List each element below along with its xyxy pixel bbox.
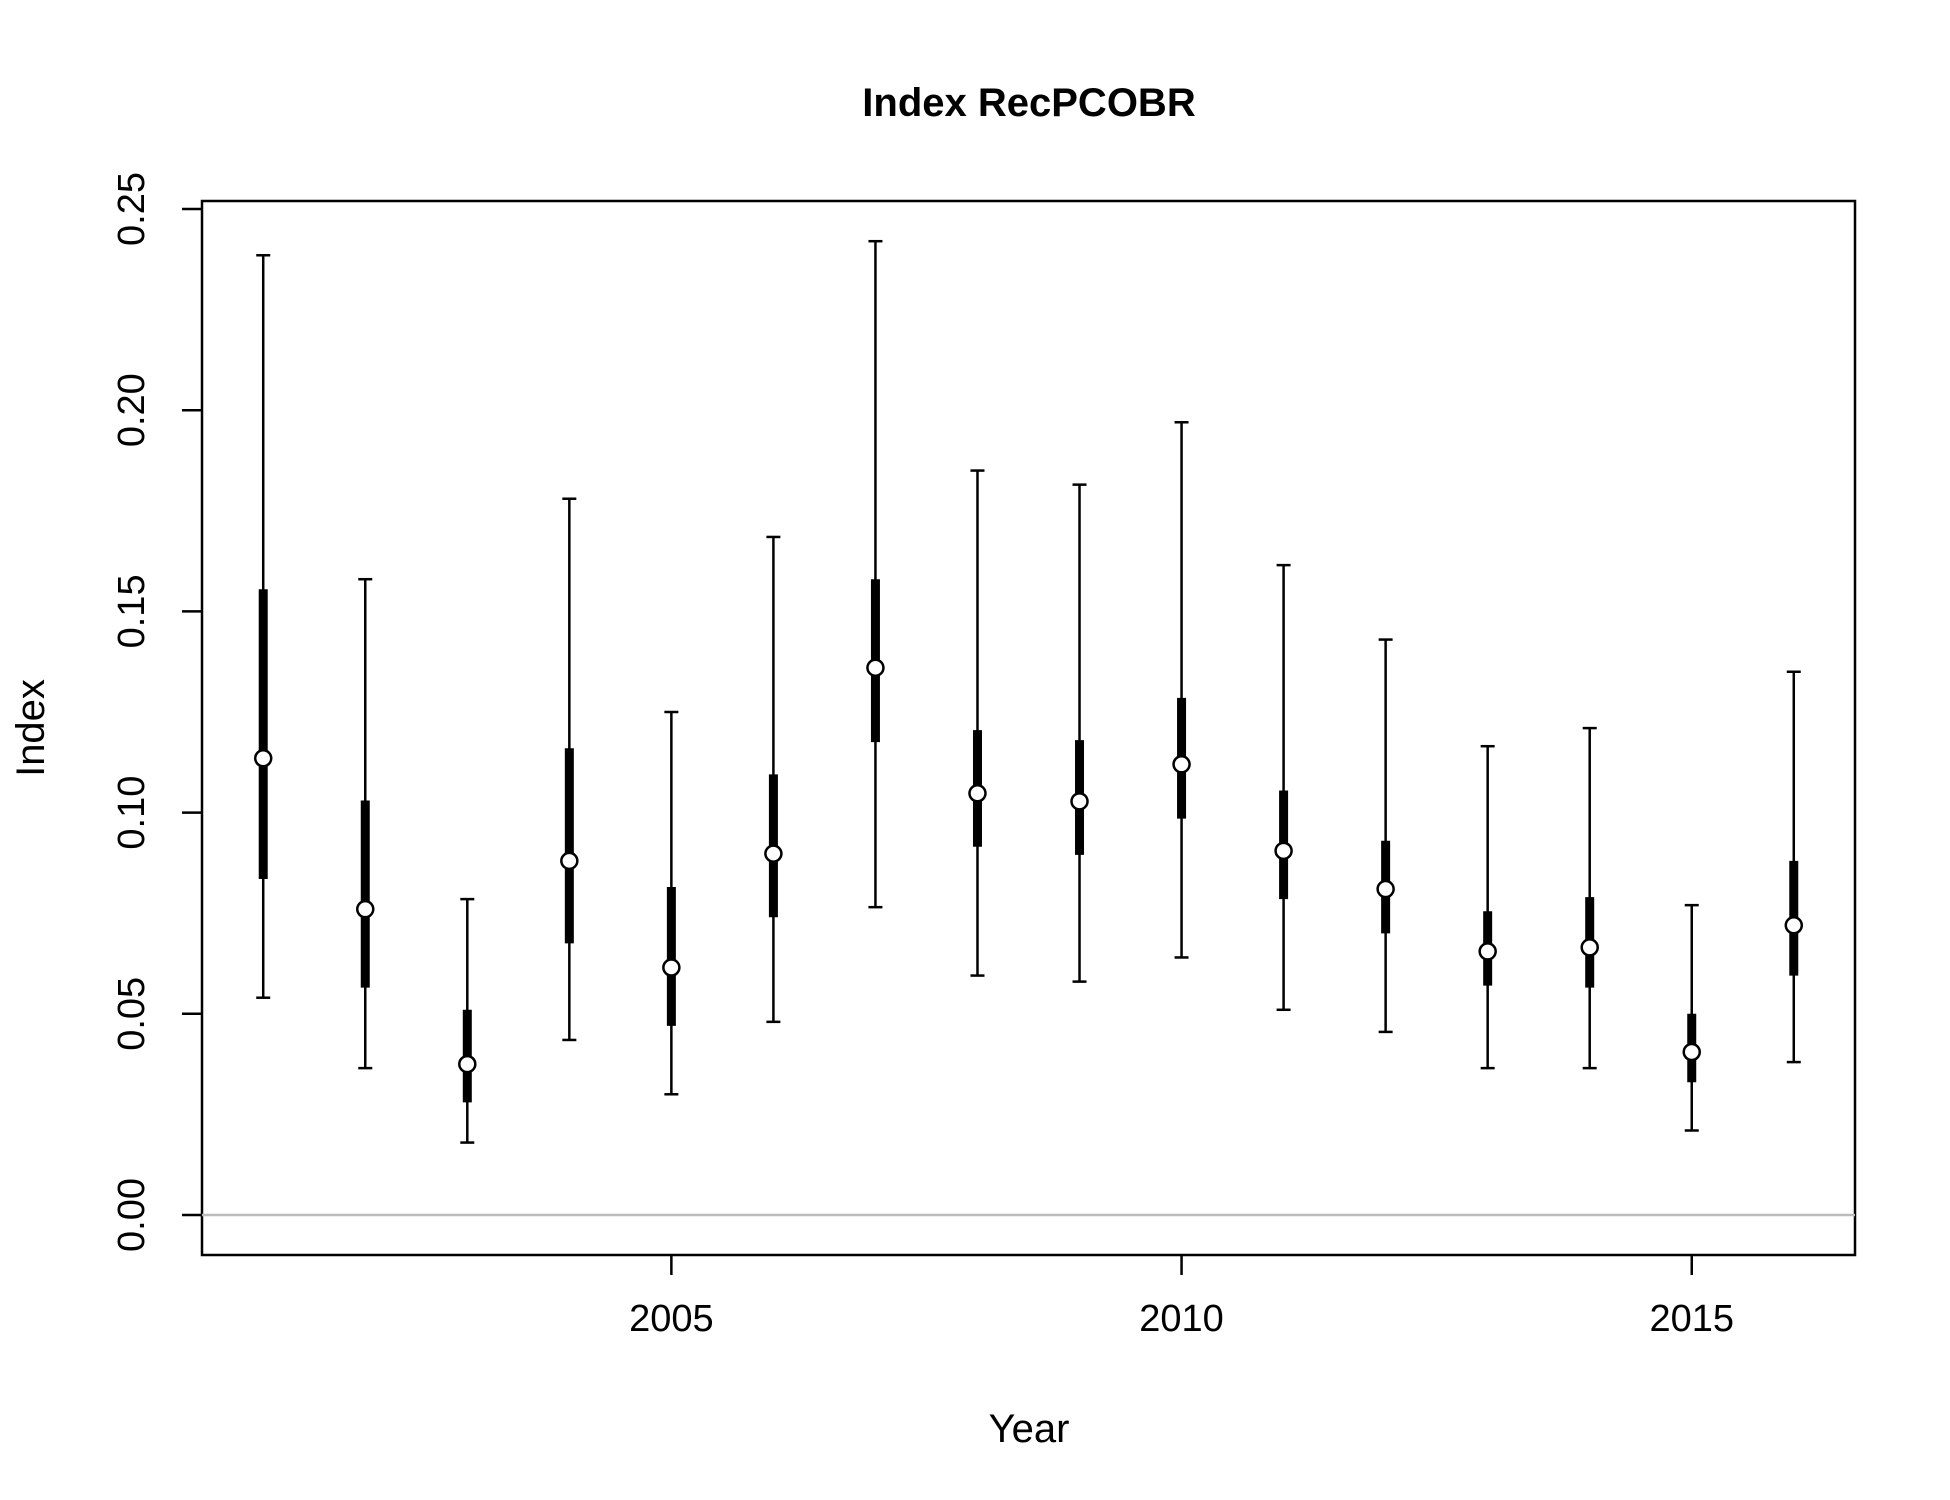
x-tick-label: 2005 <box>629 1298 714 1340</box>
estimate-point <box>1274 841 1293 861</box>
y-tick-label: 0.10 <box>111 776 153 850</box>
estimate-point <box>1682 1042 1701 1062</box>
interval-2002 <box>356 577 375 1070</box>
estimate-point <box>1784 916 1804 935</box>
interval-2011 <box>1274 563 1293 1012</box>
x-tick-label: 2015 <box>1649 1298 1734 1340</box>
interval-2014 <box>1580 726 1599 1070</box>
estimate-point <box>1580 938 1599 957</box>
interval-2012 <box>1376 638 1395 1034</box>
interval-2003 <box>458 897 477 1144</box>
marks-layer <box>253 239 1804 1144</box>
y-tick-label: 0.15 <box>111 574 153 648</box>
y-tick-label: 0.05 <box>111 977 153 1051</box>
y-tick-label: 0.25 <box>111 172 153 246</box>
estimate-point <box>764 844 783 863</box>
estimate-point <box>662 958 681 977</box>
estimate-point <box>1376 879 1395 899</box>
interval-2004 <box>560 497 579 1042</box>
estimate-point <box>253 749 273 768</box>
y-axis-label: Index <box>9 679 53 777</box>
y-tick-label: 0.20 <box>111 373 153 447</box>
interval-2008 <box>968 469 987 977</box>
interval-2016 <box>1784 670 1804 1064</box>
estimate-point <box>968 784 987 803</box>
y-tick-label: 0.00 <box>111 1178 153 1252</box>
interval-2010 <box>1172 421 1191 959</box>
estimate-point <box>356 899 375 919</box>
interval-2007 <box>866 239 885 909</box>
interval-2005 <box>662 710 681 1096</box>
plot-frame <box>200 199 1857 1257</box>
chart-title: Index RecPCOBR <box>862 81 1196 125</box>
interval-2001 <box>253 254 273 999</box>
estimate-point <box>866 658 885 677</box>
x-axis-label: Year <box>989 1407 1070 1451</box>
x-tick-label: 2010 <box>1139 1298 1224 1340</box>
axes-layer: 2005 2010 2015 0.00 0.05 0.10 0.15 0.20 0.25 <box>111 172 1734 1340</box>
interval-2006 <box>764 535 783 1024</box>
estimate-point <box>560 851 579 871</box>
interval-2015 <box>1682 903 1701 1132</box>
estimate-point <box>1172 755 1191 774</box>
interval-2009 <box>1070 483 1089 983</box>
interval-2013 <box>1478 744 1497 1070</box>
estimate-point <box>458 1054 477 1074</box>
estimate-point <box>1070 792 1089 811</box>
estimate-point <box>1478 942 1497 961</box>
